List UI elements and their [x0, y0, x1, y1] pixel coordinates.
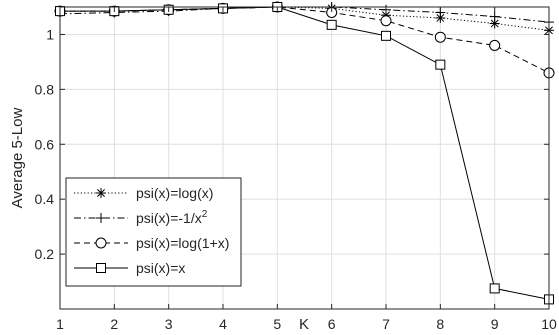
- legend-item: psi(x)=log(x): [74, 185, 213, 201]
- data-point: [489, 18, 500, 29]
- axes-box: [59, 6, 550, 310]
- legend-marker: [95, 237, 107, 249]
- y-tick-label: 0.6: [35, 136, 55, 152]
- legend-label: psi(x)=-1/x2: [136, 209, 208, 226]
- data-point: [326, 19, 337, 30]
- x-tick-label: 8: [436, 316, 444, 332]
- x-tick-label: 2: [110, 316, 118, 332]
- legend-label: psi(x)=log(1+x): [136, 235, 229, 251]
- y-tick-label: 0.2: [35, 246, 55, 262]
- legend-item: psi(x)=x: [74, 260, 185, 276]
- x-tick-label: 6: [328, 316, 336, 332]
- x-tick-label: 4: [219, 316, 227, 332]
- x-tick-label: 1: [56, 316, 64, 332]
- legend-marker: [96, 263, 106, 273]
- y-tick-label: 0.8: [35, 81, 55, 97]
- data-point: [435, 59, 446, 70]
- legend-label: psi(x)=log(x): [136, 185, 213, 201]
- data-point: [380, 15, 392, 27]
- x-tick-label: 3: [165, 316, 173, 332]
- x-tick-label: 9: [491, 316, 499, 332]
- y-axis-label: Average 5-Low: [9, 108, 26, 209]
- legend: psi(x)=log(x) psi(x)=-1/x2 psi(x)=log(1+x)…: [65, 177, 242, 287]
- legend-label: psi(x)=x: [136, 260, 185, 276]
- x-tick-label: 7: [382, 316, 390, 332]
- tick-layer: 1 2 3 4 5 6 7 8 9 10 0.2 0.4 0.6 0.8 1: [35, 7, 557, 332]
- data-point: [489, 11, 500, 22]
- series-3: [54, 1, 555, 79]
- series-line: [59, 6, 550, 23]
- data-point: [489, 39, 501, 51]
- data-point: [381, 30, 391, 41]
- series-line: [60, 6, 550, 74]
- series-2: [55, 2, 554, 28]
- legend-item: psi(x)=-1/x2: [74, 209, 208, 226]
- series-line: [60, 6, 550, 31]
- legend-item: psi(x)=log(1+x): [74, 235, 229, 251]
- x-axis-label: K: [299, 316, 309, 333]
- data-point: [434, 31, 446, 43]
- legend-marker: [96, 213, 106, 223]
- series-line: [60, 6, 550, 300]
- data-point: [489, 283, 500, 294]
- y-tick-label: 1: [46, 26, 54, 42]
- x-tick-label: 5: [273, 316, 281, 332]
- y-tick-label: 0.4: [35, 191, 55, 207]
- x-tick-label: 10: [541, 316, 557, 332]
- legend-marker: [96, 188, 106, 198]
